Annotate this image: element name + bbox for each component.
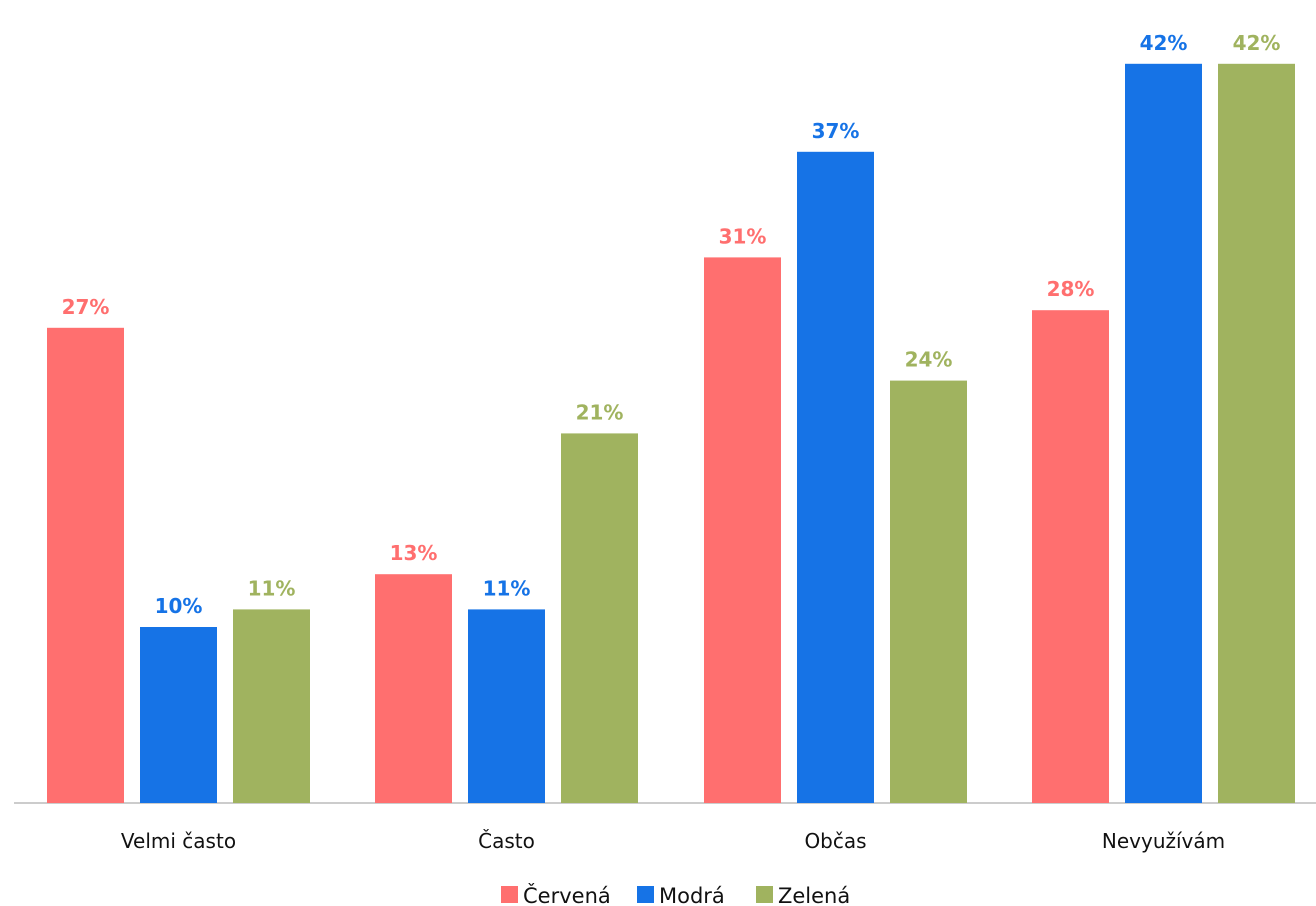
value-label-3-3: 24% <box>905 348 953 372</box>
value-label-2-1: 10% <box>155 594 203 618</box>
value-label-1-1: 27% <box>62 295 110 319</box>
value-label-3-4: 42% <box>1233 31 1281 55</box>
legend-swatch-1 <box>501 886 518 903</box>
bar-1-2 <box>375 574 452 803</box>
bar-1-1 <box>47 327 124 803</box>
category-label-1: Velmi často <box>121 829 236 853</box>
bar-3-4 <box>1218 63 1295 804</box>
bar-3-3 <box>890 380 967 803</box>
bar-3-1 <box>233 609 310 803</box>
value-label-2-4: 42% <box>1140 31 1188 55</box>
bar-1-4 <box>1032 310 1109 803</box>
category-label-3: Občas <box>804 829 866 853</box>
value-label-3-2: 21% <box>576 400 624 424</box>
legend-swatch-2 <box>637 886 654 903</box>
value-label-1-2: 13% <box>390 541 438 565</box>
value-label-1-3: 31% <box>719 224 767 248</box>
category-label-2: Často <box>478 829 535 853</box>
category-labels-group: Velmi často Často Občas Nevyužívám <box>121 829 1225 853</box>
bars-group <box>47 63 1295 804</box>
bar-2-3 <box>797 151 874 804</box>
legend-label-2: Modrá <box>659 884 725 906</box>
bar-2-2 <box>468 609 545 803</box>
value-label-2-3: 37% <box>812 119 860 143</box>
bar-3-2 <box>561 433 638 803</box>
legend-label-3: Zelená <box>778 884 850 906</box>
bar-2-4 <box>1125 63 1202 804</box>
value-labels-group: 27% 10% 11% 13% 11% 21% 31% 37% 24% 28% 42% 42% <box>62 31 1281 618</box>
bar-2-1 <box>140 627 217 803</box>
category-label-4: Nevyužívám <box>1102 829 1225 853</box>
value-label-2-2: 11% <box>483 576 531 600</box>
legend: Červená Modrá Zelená <box>501 883 850 906</box>
value-label-3-1: 11% <box>248 576 296 600</box>
bar-1-3 <box>704 257 781 803</box>
value-label-1-4: 28% <box>1047 277 1095 301</box>
legend-swatch-3 <box>756 886 773 903</box>
legend-label-1: Červená <box>523 883 611 906</box>
